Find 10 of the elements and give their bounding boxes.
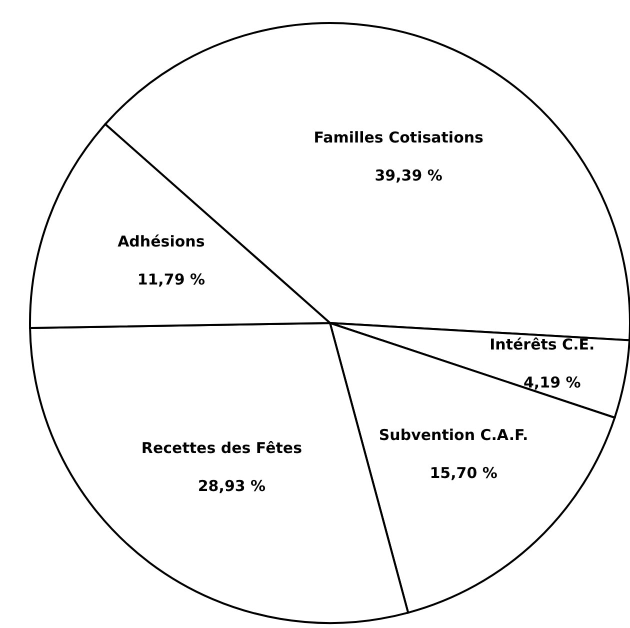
data-label: 11,79 % [137,270,206,289]
slice-label: Recettes des Fêtes [141,438,302,457]
slice-label: Familles Cotisations [314,128,484,147]
slice-label: Subvention C.A.F. [378,426,528,444]
data-label: 4,19 % [524,374,581,392]
slice-label: Adhésions [118,232,205,251]
data-label: 28,93 % [198,476,266,495]
data-label: 15,70 % [430,464,498,482]
slice-label: Intérêts C.E. [490,336,595,354]
data-label: 39,39 % [374,166,442,185]
